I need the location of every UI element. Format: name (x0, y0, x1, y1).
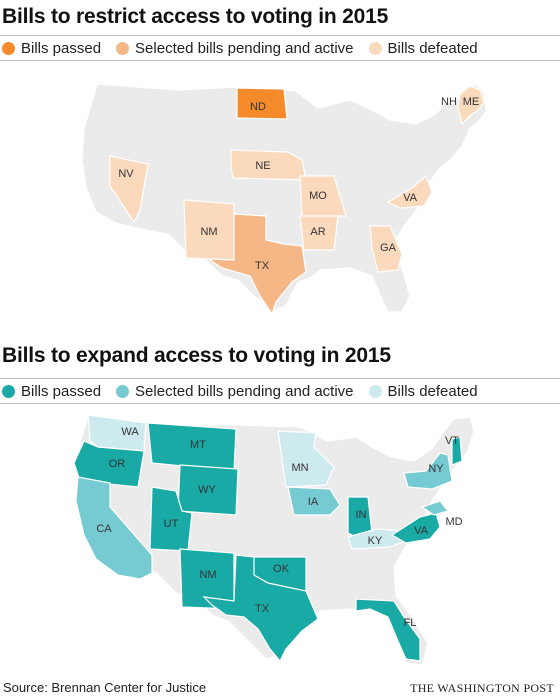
legend-swatch-pending (116, 384, 130, 398)
state-label-md: MD (445, 516, 462, 528)
source-note: Source: Brennan Center for Justice (3, 680, 207, 695)
legend-swatch-defeated (368, 41, 382, 55)
legend-swatch-passed (2, 41, 15, 55)
state-label-ne: NE (255, 160, 270, 172)
state-label-vt: VT (445, 435, 459, 447)
state-label-tx: TX (255, 603, 270, 615)
state-va (386, 174, 433, 209)
legend-swatch-passed (2, 384, 15, 398)
state-label-tx: TX (255, 260, 270, 272)
legend-item-pending: Selected bills pending and active (116, 39, 354, 57)
state-label-ny: NY (428, 463, 444, 475)
legend-label: Bills defeated (387, 382, 478, 400)
state-nm (183, 199, 235, 261)
restrict-map-title: Bills to restrict access to voting in 20… (2, 5, 389, 28)
state-label-in: IN (356, 509, 367, 521)
state-label-va: VA (403, 192, 418, 204)
state-label-nd: ND (250, 101, 266, 113)
legend-item-defeated: Bills defeated (368, 382, 478, 400)
expand-legend: Bills passed Selected bills pending and a… (0, 378, 560, 404)
state-mo (299, 175, 347, 217)
state-label-ut: UT (164, 518, 179, 530)
state-ut (149, 486, 193, 552)
state-label-nv: NV (118, 168, 134, 180)
state-label-ar: AR (310, 226, 325, 238)
state-md (420, 500, 450, 516)
state-label-wa: WA (121, 426, 139, 438)
publisher-credit: THE WASHINGTON POST (410, 681, 554, 695)
state-ca (75, 476, 153, 580)
legend-swatch-pending (116, 41, 130, 55)
legend-item-defeated: Bills defeated (368, 39, 478, 57)
legend-swatch-defeated (368, 384, 382, 398)
restrict-us-map: ND TX NH ME NV NE MO VA NM AR GA (81, 83, 487, 316)
state-va (390, 512, 441, 544)
legend-label: Selected bills pending and active (135, 39, 354, 57)
state-label-ca: CA (96, 523, 112, 535)
state-ga (369, 225, 403, 273)
legend-item-pending: Selected bills pending and active (116, 382, 354, 400)
state-ny (403, 452, 453, 490)
state-label-nm: NM (199, 569, 216, 581)
state-label-nm: NM (200, 226, 217, 238)
state-vt (451, 436, 463, 466)
state-tx (202, 554, 319, 663)
state-label-mo: MO (309, 190, 327, 202)
restrict-legend: Bills passed Selected bills pending and a… (0, 35, 560, 61)
legend-label: Bills passed (21, 382, 102, 400)
state-label-ia: IA (308, 496, 319, 508)
state-nv (109, 155, 149, 224)
state-nd (236, 87, 288, 120)
state-label-or: OR (109, 458, 126, 470)
state-or (73, 440, 145, 488)
state-label-nh: NH (441, 96, 457, 108)
state-ia (287, 486, 341, 516)
legend-label: Bills defeated (387, 39, 478, 57)
state-me (457, 85, 485, 126)
state-label-mn: MN (291, 462, 308, 474)
state-fl (355, 598, 421, 662)
state-label-fl: FL (404, 617, 417, 629)
state-ar (299, 215, 339, 251)
state-label-mt: MT (190, 439, 206, 451)
state-label-ky: KY (368, 535, 383, 547)
state-wy (177, 464, 239, 516)
state-label-wy: WY (198, 484, 216, 496)
legend-item-passed: Bills passed (2, 383, 101, 400)
state-label-ga: GA (380, 242, 397, 254)
legend-item-passed: Bills passed (2, 40, 101, 57)
expand-map-title: Bills to expand access to voting in 2015 (2, 344, 391, 367)
state-mn (277, 430, 335, 488)
expand-us-map: WA OR MT WY UT CA NM OK TX MN IA IN KY VA MD NY VT FL (73, 414, 475, 666)
state-label-me: ME (463, 96, 480, 108)
legend-label: Selected bills pending and active (135, 382, 354, 400)
state-label-va: VA (414, 525, 429, 537)
state-label-ok: OK (273, 563, 290, 575)
legend-label: Bills passed (21, 39, 102, 57)
